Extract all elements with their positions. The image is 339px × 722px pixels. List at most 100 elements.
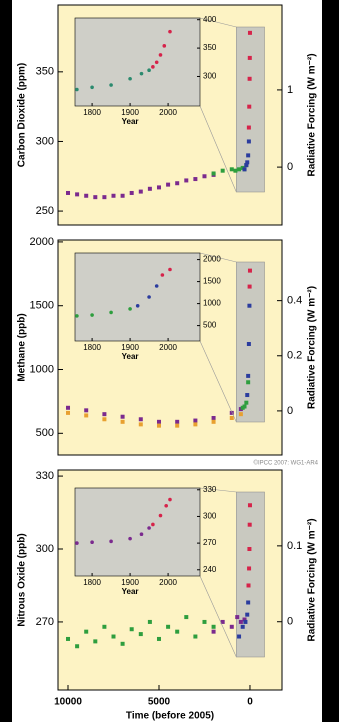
data-point	[175, 419, 180, 424]
data-point	[102, 417, 107, 422]
inset-point	[147, 526, 151, 530]
x-tick-label: 0	[247, 697, 253, 708]
data-point	[246, 583, 251, 588]
inset-point	[90, 313, 94, 317]
inset-point	[128, 76, 132, 81]
y-tick-label: 300	[36, 543, 54, 555]
x-tick-label: 5000	[148, 697, 171, 708]
inset-y-tick-label: 240	[203, 565, 217, 574]
data-point	[193, 634, 198, 639]
y-tick-label: 500	[36, 427, 54, 439]
inset-point	[151, 65, 155, 69]
data-point	[138, 189, 143, 194]
inset-point	[168, 267, 172, 272]
data-point	[156, 185, 161, 190]
data-point	[202, 174, 207, 179]
data-point	[84, 193, 89, 198]
data-point	[184, 615, 189, 620]
data-point	[147, 186, 152, 191]
inset-y-tick-label: 300	[203, 512, 217, 521]
data-point	[247, 303, 252, 308]
data-point	[175, 181, 180, 186]
data-point	[138, 632, 143, 637]
data-point	[244, 400, 249, 405]
data-point	[246, 373, 251, 378]
y2-tick-label: 0	[287, 405, 293, 417]
x-axis-label: Time (before 2005)	[126, 711, 214, 722]
y2-tick-label: 1	[287, 84, 293, 96]
inset-y-tick-label: 350	[203, 43, 217, 52]
data-point	[246, 153, 251, 158]
credit: ©IPCC 2007: WG1-AR4	[254, 460, 319, 467]
inset-point	[147, 295, 151, 299]
data-point	[220, 619, 225, 624]
data-point	[242, 404, 247, 409]
highlight-band	[236, 491, 265, 658]
inset-point	[168, 497, 172, 502]
data-point	[184, 178, 189, 183]
data-point	[156, 419, 161, 424]
y2-axis-label: Radiative Forcing (W m⁻²)	[307, 286, 318, 409]
data-point	[237, 634, 242, 639]
y2-tick-label: 0	[287, 616, 293, 628]
inset-y-tick-label: 2000	[203, 255, 221, 264]
y2-axis-label: Radiative Forcing (W m⁻²)	[307, 53, 318, 176]
inset-point	[154, 60, 159, 65]
inset-x-tick-label: 2000	[159, 578, 177, 587]
data-point	[247, 104, 252, 109]
y-tick-label: 350	[36, 66, 54, 78]
inset-point	[168, 29, 172, 34]
data-point	[211, 419, 216, 424]
data-point	[229, 415, 234, 420]
inset-point	[109, 310, 113, 315]
data-point	[66, 405, 71, 410]
data-point	[247, 547, 252, 552]
data-point	[243, 619, 248, 624]
data-point	[202, 619, 207, 624]
y-axis-label: Nitrous Oxide (ppb)	[17, 533, 28, 626]
highlight-band	[236, 261, 265, 423]
inset-y-tick-label: 1500	[203, 277, 221, 286]
connector	[199, 575, 237, 658]
data-point	[193, 177, 198, 182]
y-tick-label: 2000	[30, 236, 54, 248]
y-tick-label: 300	[36, 135, 54, 147]
inset-area	[74, 252, 201, 342]
inset-x-label: Year	[122, 587, 139, 596]
data-point	[247, 268, 252, 273]
inset-y-tick-label: 270	[203, 538, 217, 547]
inset-point	[109, 539, 113, 544]
inset-x-tick-label: 1900	[121, 343, 139, 352]
inset-point	[90, 540, 94, 545]
data-point	[233, 168, 238, 173]
data-point	[211, 624, 216, 629]
data-point	[242, 167, 247, 172]
inset-area	[74, 487, 201, 577]
data-point	[84, 413, 89, 418]
data-point	[211, 415, 216, 420]
data-point	[246, 139, 251, 144]
connector	[199, 105, 237, 193]
data-point	[229, 410, 234, 415]
data-point	[66, 410, 71, 415]
data-point	[244, 163, 249, 168]
inset-point	[164, 503, 168, 508]
data-point	[111, 634, 116, 639]
inset-point	[147, 68, 151, 73]
inset-point	[109, 83, 113, 87]
connector	[199, 487, 237, 493]
y-tick-label: 330	[36, 470, 54, 482]
inset-y-tick-label: 400	[203, 15, 217, 24]
data-point	[247, 522, 252, 527]
inset-point	[158, 53, 163, 57]
inset-point	[75, 314, 79, 318]
inset-x-tick-label: 1900	[121, 578, 139, 587]
data-point	[102, 624, 107, 629]
y2-tick-label: 0.1	[287, 540, 302, 552]
data-point	[211, 629, 216, 634]
data-point	[247, 76, 252, 81]
y2-tick-label: 0	[287, 161, 293, 173]
data-point	[156, 423, 161, 428]
data-point	[93, 639, 98, 644]
